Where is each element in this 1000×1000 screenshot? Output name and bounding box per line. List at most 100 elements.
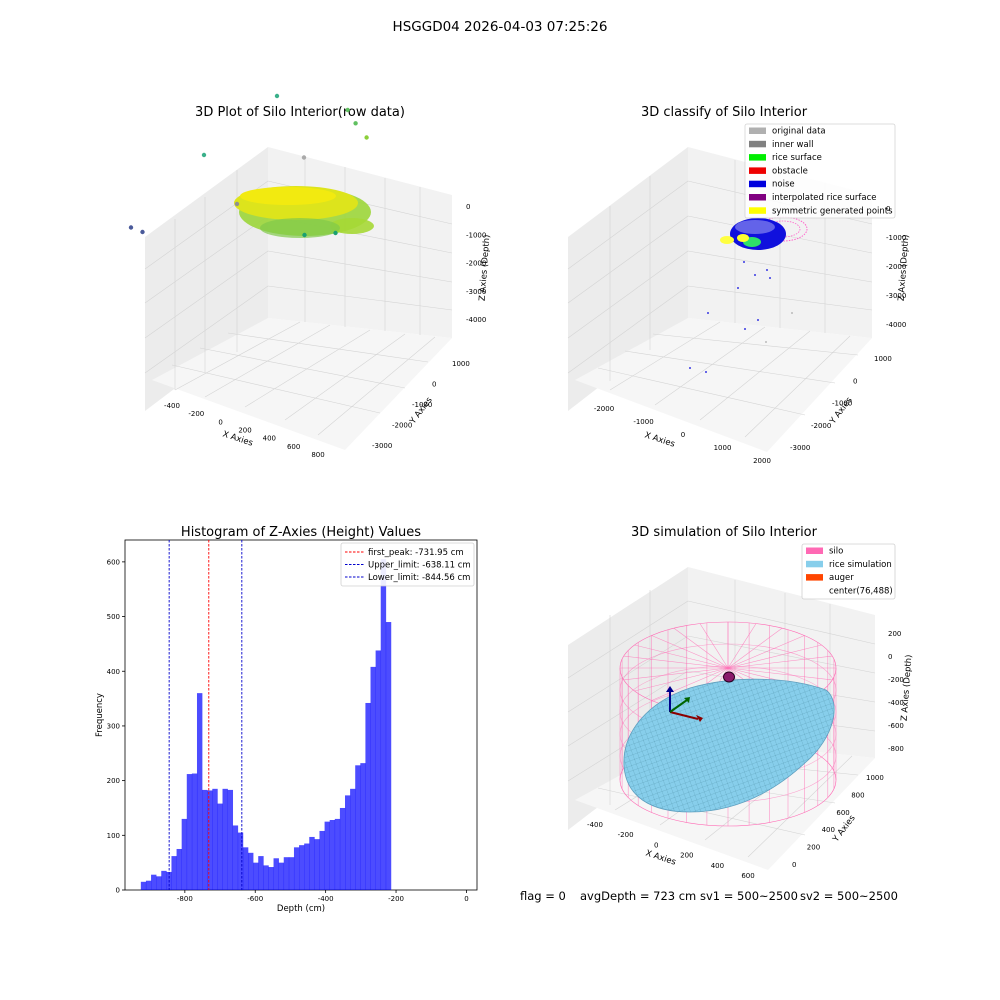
- p1-x-tick-0: -400: [164, 402, 180, 410]
- p2-z-tick-4: -4000: [886, 321, 906, 329]
- histogram-bar-31: [299, 845, 305, 890]
- histogram-y-tick-1: 100: [107, 832, 120, 840]
- p1-point-8: [345, 107, 350, 113]
- footer-avg-depth: avgDepth = 723 cm: [580, 889, 696, 903]
- histogram-bar-32: [304, 843, 310, 890]
- panel2-title: 3D classify of Silo Interior: [641, 105, 808, 120]
- p4-x-tick-3: 200: [680, 852, 693, 860]
- panel2-classified-cloud: [689, 216, 808, 373]
- histogram-bar-12: [202, 789, 208, 890]
- histogram-bar-47: [380, 559, 387, 890]
- p1-point-4: [302, 232, 307, 238]
- histogram-bar-27: [278, 862, 285, 890]
- p4-legend-label-3: center(76,488): [829, 586, 893, 596]
- p2-legend-swatch-0: [749, 127, 766, 134]
- p2-legend-label-2: rice surface: [772, 153, 822, 163]
- p1-z-tick-0: 0: [466, 203, 470, 211]
- panel1-x-ticks: -400 -200 0 200 400 600 800: [164, 402, 325, 459]
- p1-y-tick-3: -2000: [392, 422, 412, 430]
- panel1-y-label: Y Axies: [408, 395, 435, 427]
- histogram-bar-2: [151, 874, 157, 890]
- p2-z-tick-0: 0: [886, 205, 890, 213]
- p1-point-3: [234, 201, 240, 207]
- p1-point-7: [274, 93, 280, 99]
- panel-classify-3d: 3D classify of Silo Interior: [567, 105, 911, 465]
- histogram-reference-lines: [168, 540, 243, 890]
- footer-info: flag = 0 avgDepth = 723 cm sv1 = 500~250…: [520, 889, 898, 903]
- panel4-auger-marker: [723, 671, 735, 683]
- p2-y-tick-3: -2000: [811, 422, 831, 430]
- histogram-bar-42: [355, 765, 361, 890]
- p2-y-tick-2: -1000: [832, 400, 852, 408]
- histogram-x-tick-2: -400: [318, 895, 334, 903]
- histogram-bar-24: [263, 865, 269, 890]
- p1-z-tick-2: -2000: [466, 260, 486, 268]
- histogram-bar-22: [253, 862, 259, 890]
- histogram-bar-45: [370, 666, 376, 891]
- p1-x-tick-4: 400: [263, 435, 276, 443]
- p2-x-tick-3: 1000: [714, 444, 732, 452]
- p2-x-tick-1: -1000: [633, 418, 653, 426]
- p4-legend-swatch-0: [806, 547, 823, 554]
- panel1-z-label: Z Axies (Depth): [478, 234, 493, 301]
- histogram-bar-3: [156, 876, 162, 890]
- histogram-plot-area: [124, 539, 478, 891]
- panel4-rice-surface: [623, 678, 835, 813]
- histogram-bar-41: [350, 788, 356, 890]
- p1-z-tick-3: -3000: [466, 288, 486, 296]
- p1-x-tick-1: -200: [188, 410, 204, 418]
- panel4-x-ticks: -400 -200 0 200 400 600: [587, 821, 755, 880]
- histogram-bar-28: [283, 857, 290, 890]
- histogram-bar-35: [319, 830, 325, 890]
- p4-legend-label-2: auger: [829, 573, 854, 583]
- histogram-x-tick-3: -200: [388, 895, 404, 903]
- histogram-bar-43: [360, 763, 366, 891]
- histogram-y-tick-4: 400: [107, 668, 120, 676]
- p1-point-1: [140, 229, 145, 235]
- p1-y-tick-0: 1000: [452, 360, 470, 368]
- histogram-bar-26: [273, 858, 279, 890]
- histogram-y-tick-6: 600: [107, 558, 120, 566]
- p2-z-tick-3: -3000: [886, 292, 906, 300]
- p2-y-tick-1: 0: [853, 377, 857, 385]
- p2-legend-swatch-3: [749, 167, 766, 174]
- p2-y-tick-0: 1000: [874, 355, 892, 363]
- p4-y-tick-4: 200: [807, 844, 820, 852]
- p2-x-tick-0: -2000: [594, 405, 614, 413]
- histogram-bar-16: [222, 788, 228, 890]
- p2-legend-swatch-2: [749, 154, 766, 161]
- p2-y-tick-4: -3000: [790, 444, 810, 452]
- histogram-bar-1: [145, 880, 152, 890]
- p2-legend-label-4: noise: [772, 180, 795, 190]
- panel1-z-ticks: 0 -1000 -2000 -3000 -4000: [466, 203, 486, 324]
- p2-z-tick-1: -1000: [886, 234, 906, 242]
- p4-z-tick-0: 200: [888, 630, 901, 638]
- p1-x-tick-5: 600: [287, 443, 300, 451]
- p4-legend-label-1: rice simulation: [829, 560, 892, 570]
- histogram-bar-6: [171, 856, 177, 890]
- p4-z-tick-2: -200: [888, 676, 904, 684]
- panel-histogram: Histogram of Z-Axies (Height) Values -80…: [95, 525, 478, 914]
- histogram-y-tick-3: 300: [107, 722, 120, 730]
- panel-simulation-3d: 3D simulation of Silo Interior: [567, 525, 914, 880]
- panel3-title: Histogram of Z-Axies (Height) Values: [181, 525, 421, 540]
- p4-legend-swatch-2: [806, 574, 823, 581]
- panel1-surface-cloud: [234, 186, 374, 238]
- panel4-legend: silo rice simulation auger center(76,488): [801, 543, 896, 600]
- histogram-bar-25: [268, 867, 274, 890]
- histogram-legend-label-2: Lower_limit: -844.56 cm: [368, 573, 470, 583]
- panel2-x-label: X Axies: [643, 430, 676, 449]
- histogram-bar-11: [196, 693, 203, 891]
- p1-point-9: [353, 121, 358, 126]
- histogram-bar-20: [242, 847, 249, 890]
- panel2-z-ticks: 0 -1000 -2000 -3000 -4000: [886, 205, 906, 329]
- histogram-bar-36: [324, 821, 330, 890]
- p1-y-tick-1: 0: [432, 381, 436, 389]
- p2-legend-label-5: interpolated rice surface: [772, 193, 877, 203]
- p2-legend-label-6: symmetric generated points: [772, 206, 893, 216]
- p2-legend-swatch-5: [749, 194, 766, 201]
- p4-y-tick-3: 400: [822, 826, 835, 834]
- panel1-points: [128, 93, 369, 238]
- p1-x-tick-3: 200: [238, 427, 251, 435]
- histogram-bar-14: [212, 788, 218, 890]
